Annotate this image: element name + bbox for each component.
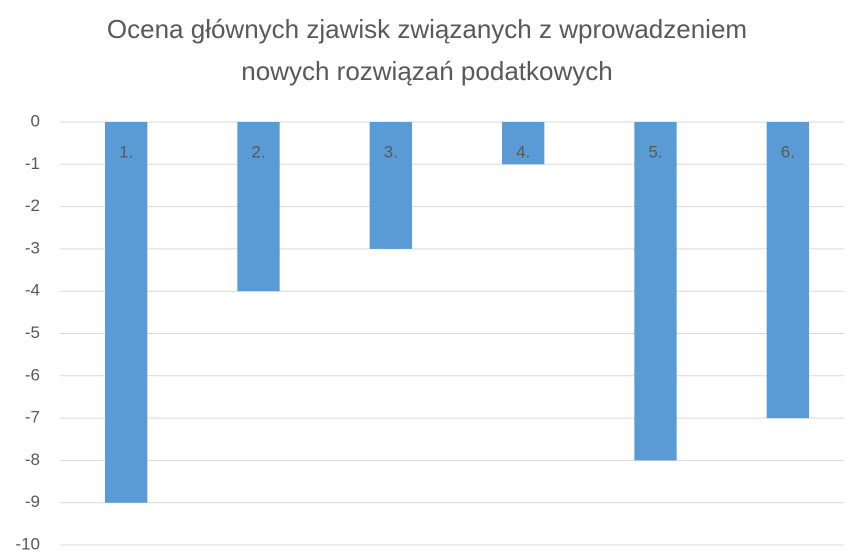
y-tick-label: 0 <box>31 111 40 130</box>
chart-title: Ocena głównych zjawisk związanych z wpro… <box>106 14 748 86</box>
bar-category-label: 6. <box>781 142 795 161</box>
bar <box>766 122 810 419</box>
y-tick-label: -5 <box>25 323 40 342</box>
y-tick-label: -2 <box>25 196 40 215</box>
bar <box>634 122 677 461</box>
y-tick-label: -9 <box>25 492 40 511</box>
y-tick-label: -7 <box>25 408 40 427</box>
bar-category-label: 4. <box>516 142 530 161</box>
bar <box>237 122 280 292</box>
y-tick-label: -1 <box>25 154 40 173</box>
bar <box>501 122 545 165</box>
y-tick-label: -3 <box>25 238 40 257</box>
bar-category-label: 1. <box>119 142 133 161</box>
bar-category-label: 5. <box>648 142 662 161</box>
y-tick-label: -8 <box>25 450 40 469</box>
bar-category-label: 2. <box>251 142 265 161</box>
y-tick-label: -10 <box>15 534 40 552</box>
bar-category-label: 3. <box>384 142 398 161</box>
bar <box>369 122 413 249</box>
y-tick-label: -6 <box>25 365 40 384</box>
y-tick-label: -4 <box>25 281 40 300</box>
bar <box>104 122 148 503</box>
